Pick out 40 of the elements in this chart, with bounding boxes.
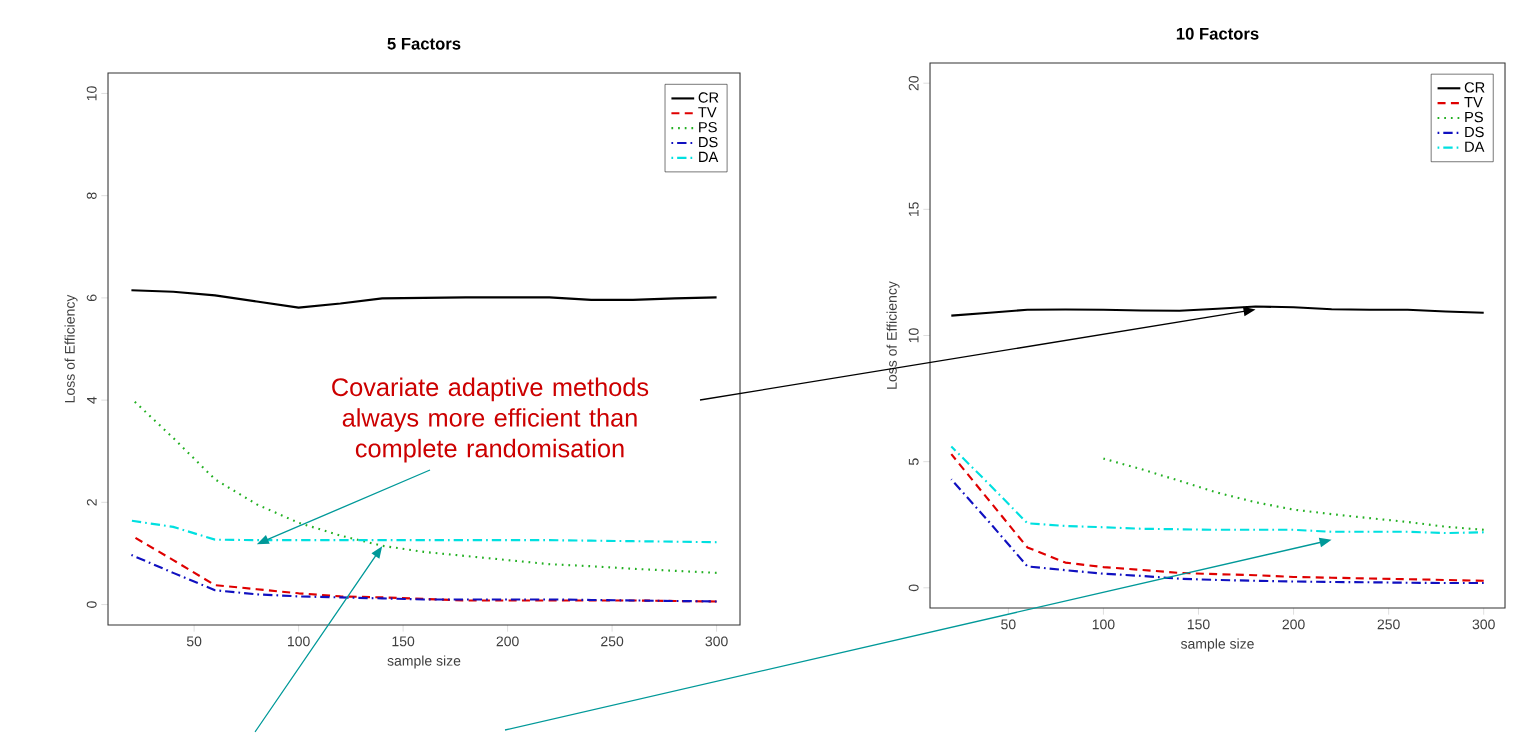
x-tick-label: 300 [1472,619,1495,630]
x-tick-label: 250 [601,636,624,647]
y-tick-label: 10 [908,328,919,343]
x-tick-label: 100 [1092,619,1115,630]
legend-label: TV [1464,97,1483,108]
y-tick-label: 4 [87,396,97,404]
legend-label: CR [698,92,719,103]
y-axis-title: Loss of Efficiency [886,281,900,389]
y-tick-label: 15 [908,202,919,217]
y-tick-label: 5 [908,458,919,465]
x-tick-label: 150 [392,636,415,647]
chart-title: 10 Factors [1176,27,1259,40]
x-tick-label: 300 [705,636,728,647]
x-tick-label: 100 [288,636,310,647]
legend-label: PS [699,121,717,133]
y-tick-label: 2 [86,499,97,506]
chart-title: 5 Factors [387,38,461,50]
x-tick-label: 200 [496,636,519,647]
y-axis-title: Loss of Efficiency [64,294,78,403]
legend-label: DA [1465,141,1485,152]
y-tick-label: 10 [86,86,97,101]
legend-label: TV [698,107,717,118]
y-tick-label: 0 [908,584,919,592]
legend-label: CR [1464,82,1485,93]
legend-label: DS [699,136,718,148]
y-tick-label: 20 [908,75,919,91]
y-tick-label: 8 [86,192,97,199]
legend-label: PS [1465,111,1483,123]
x-axis-title: sample size [387,655,461,669]
y-tick-label: 0 [86,601,97,608]
x-tick-label: 150 [1187,619,1210,630]
x-tick-label: 50 [186,636,202,647]
legend-label: DA [699,151,719,162]
legend-label: DS [1465,126,1484,138]
x-tick-label: 50 [1001,619,1016,630]
x-axis-title: sample size [1180,638,1254,652]
x-tick-label: 250 [1377,619,1400,630]
y-tick-label: 6 [86,294,97,302]
x-tick-label: 200 [1282,619,1305,630]
annotation: Covariate adaptive methods always more efficient than complete randomisation [332,377,649,463]
